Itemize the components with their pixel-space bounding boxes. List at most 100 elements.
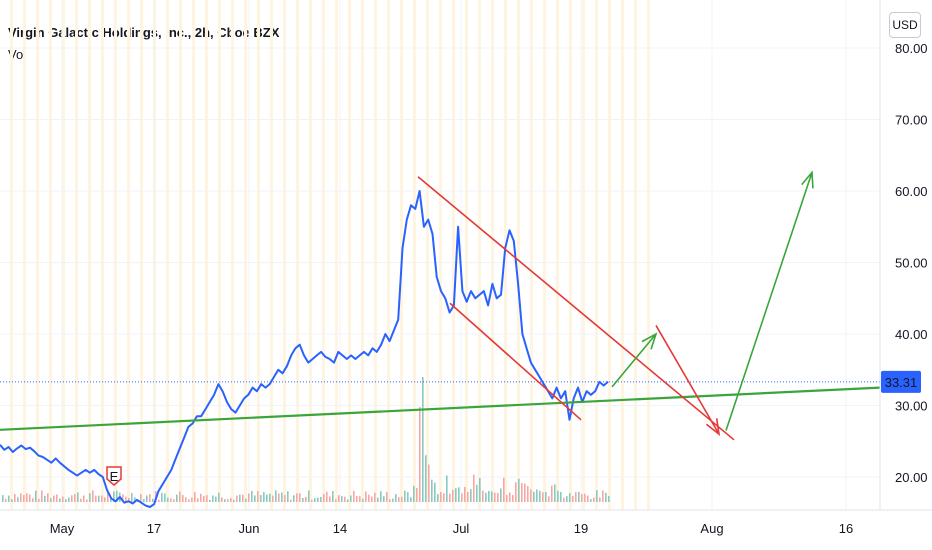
projection-arrow-up-short[interactable] <box>611 333 657 388</box>
volume-bar <box>503 477 505 502</box>
volume-bar <box>8 495 10 502</box>
session-band <box>218 0 221 510</box>
volume-bar <box>86 499 88 502</box>
earnings-marker-label: E <box>110 469 119 484</box>
volume-bar <box>41 490 43 502</box>
volume-bar <box>29 494 31 502</box>
arrowhead-icon <box>641 332 658 350</box>
volume-bar <box>53 495 55 502</box>
volume-bar <box>173 499 175 502</box>
volume-bar <box>200 493 202 502</box>
volume-bar <box>530 489 532 502</box>
volume-bar <box>329 496 331 502</box>
projection-arrow-up-long[interactable] <box>725 172 813 431</box>
volume-bar <box>476 484 478 502</box>
session-band <box>127 0 130 510</box>
volume-bar <box>320 496 322 502</box>
volume-bar <box>407 492 409 502</box>
volume-bar <box>323 494 325 502</box>
volume-bar <box>278 493 280 502</box>
volume-bar <box>290 499 292 502</box>
session-band <box>491 0 494 510</box>
volume-bar <box>371 496 373 502</box>
price-line[interactable] <box>0 190 609 508</box>
volume-bar <box>248 493 250 502</box>
currency-button[interactable]: USD <box>889 12 921 38</box>
volume-bar <box>212 495 214 502</box>
volume-bar <box>299 493 301 502</box>
projection-arrow-down[interactable] <box>655 325 720 435</box>
volume-bar <box>209 499 211 502</box>
volume-bar <box>344 496 346 502</box>
volume-bar <box>440 492 442 502</box>
session-band <box>179 0 182 510</box>
session-band <box>621 0 624 510</box>
session-band <box>582 0 585 510</box>
x-tick-label: Jul <box>453 521 470 536</box>
volume-bar <box>302 497 304 502</box>
session-band <box>439 0 442 510</box>
session-band <box>543 0 546 510</box>
volume-bar <box>140 494 142 502</box>
volume-bar <box>164 493 166 502</box>
session-band <box>296 0 299 510</box>
session-band <box>283 0 286 510</box>
volume-bar <box>14 494 16 502</box>
volume-bar <box>566 496 568 502</box>
volume-bar <box>215 496 217 502</box>
volume-bar <box>194 492 196 502</box>
earnings-marker[interactable] <box>106 466 122 486</box>
volume-bar <box>485 492 487 502</box>
volume-bar <box>146 495 148 502</box>
volume-bar <box>176 494 178 502</box>
volume-bar <box>287 491 289 502</box>
support-trendline[interactable] <box>0 386 881 431</box>
volume-bar <box>581 494 583 502</box>
volume-bar <box>254 495 256 502</box>
volume-bar <box>377 497 379 502</box>
volume-bar <box>431 479 433 502</box>
volume-bar <box>392 498 394 502</box>
volume-bar <box>317 497 319 502</box>
volume-bar <box>245 498 247 502</box>
volume-bar <box>599 497 601 502</box>
volume-bar <box>434 482 436 502</box>
volume-bar <box>524 483 526 502</box>
volume-bar <box>281 492 283 502</box>
volume-bar <box>404 490 406 502</box>
channel-lower-line[interactable] <box>449 302 582 421</box>
volume-bar <box>95 495 97 502</box>
x-tick-label: Aug <box>700 521 723 536</box>
session-band <box>270 0 273 510</box>
volume-bar <box>521 483 523 502</box>
volume-bar <box>257 491 259 502</box>
volume-bar <box>218 492 220 502</box>
volume-bar <box>602 490 604 502</box>
volume-bar <box>494 492 496 502</box>
volume-bar <box>113 491 115 502</box>
session-band <box>569 0 572 510</box>
volume-bar <box>62 496 64 502</box>
volume-bar <box>398 497 400 502</box>
session-band <box>140 0 143 510</box>
session-band <box>426 0 429 510</box>
volume-bar <box>395 494 397 502</box>
volume-bar <box>554 484 556 502</box>
session-band <box>517 0 520 510</box>
volume-bar <box>35 490 37 502</box>
volume-bar <box>575 492 577 502</box>
session-band <box>10 0 13 510</box>
channel-upper-line[interactable] <box>417 176 735 441</box>
volume-bar <box>293 495 295 502</box>
volume-bar <box>311 499 313 502</box>
volume-bar <box>260 495 262 502</box>
volume-bar <box>269 493 271 502</box>
volume-bar <box>56 494 58 502</box>
volume-bar <box>473 474 475 502</box>
volume-bar <box>305 496 307 502</box>
volume-bar <box>89 493 91 502</box>
session-band <box>478 0 481 510</box>
volume-bar <box>347 499 349 502</box>
volume-bar <box>467 492 469 502</box>
